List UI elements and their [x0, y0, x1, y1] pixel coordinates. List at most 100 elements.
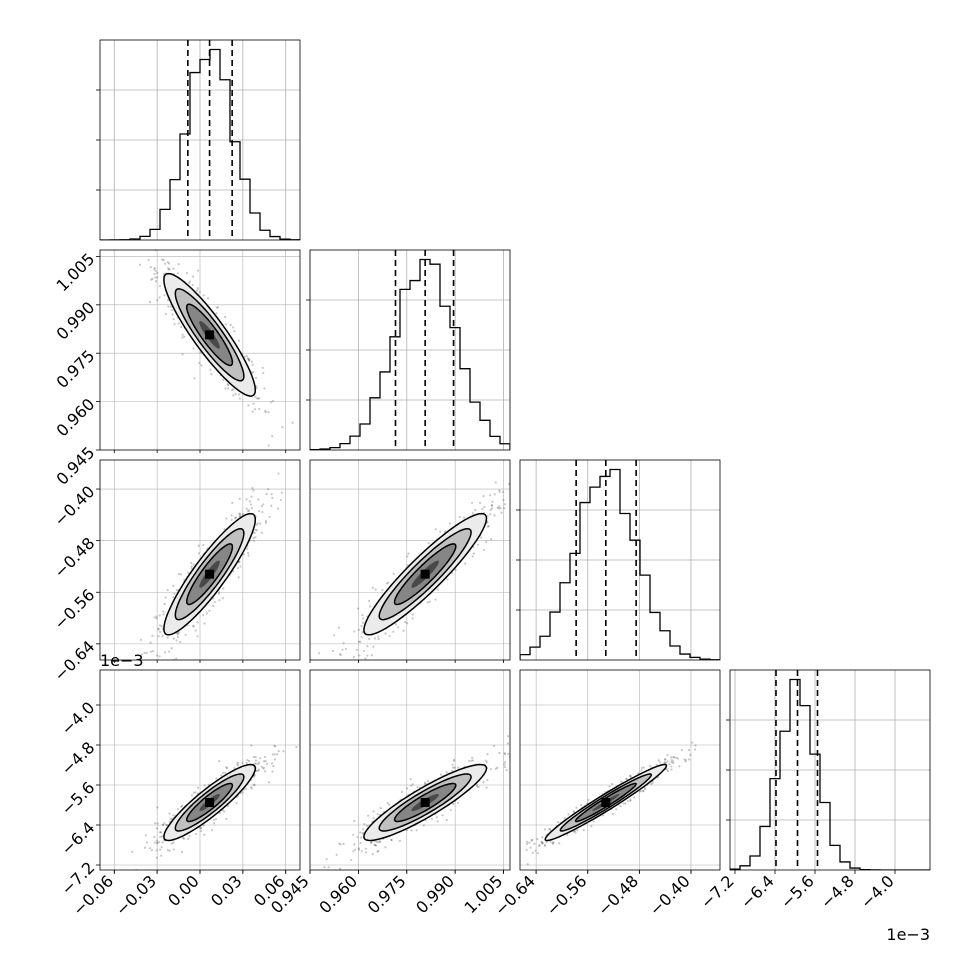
sample-point	[247, 404, 250, 407]
sample-point	[552, 841, 555, 844]
sample-point	[404, 620, 407, 624]
sample-point	[456, 801, 460, 804]
sample-point	[247, 554, 250, 557]
sample-point	[533, 842, 536, 845]
sample-point	[376, 812, 379, 816]
sample-point	[273, 744, 276, 747]
sample-point	[156, 276, 159, 279]
sample-point	[353, 630, 356, 633]
sample-point	[257, 397, 260, 400]
sample-point	[194, 791, 197, 794]
sample-point	[176, 633, 179, 636]
sample-point	[358, 654, 361, 657]
panel-2-1	[309, 459, 511, 678]
sample-point	[592, 820, 595, 823]
sample-point	[224, 771, 227, 775]
sample-point	[266, 488, 270, 491]
sample-point	[359, 831, 362, 834]
sample-point	[175, 657, 178, 660]
sample-point	[415, 829, 418, 832]
sample-point	[276, 753, 279, 756]
sample-point	[273, 758, 277, 761]
sample-point	[203, 622, 206, 625]
sample-point	[341, 648, 344, 651]
sample-point	[162, 258, 165, 262]
sample-point	[245, 354, 248, 358]
sample-point	[370, 841, 373, 844]
sample-point	[508, 482, 510, 485]
sample-point	[216, 306, 219, 309]
sample-point	[250, 360, 253, 363]
sample-point	[454, 568, 457, 571]
sample-point	[195, 289, 198, 292]
sample-point	[158, 831, 162, 834]
sample-point	[230, 518, 233, 522]
sample-point	[626, 799, 630, 803]
sample-point	[672, 760, 675, 763]
sample-point	[334, 676, 336, 678]
sample-point	[212, 822, 216, 825]
sample-point	[131, 850, 134, 853]
x-tick-label: 0.975	[364, 871, 410, 917]
sample-point	[153, 835, 156, 839]
sample-point	[452, 802, 455, 806]
sample-point	[548, 828, 551, 831]
sample-point	[339, 867, 342, 870]
sample-point	[384, 632, 387, 635]
sample-point	[352, 656, 355, 659]
sample-point	[573, 829, 576, 833]
sample-point	[503, 761, 507, 764]
sample-point	[151, 277, 154, 280]
sample-point	[167, 262, 171, 265]
sample-point	[282, 750, 285, 753]
sample-point	[236, 764, 240, 767]
x-tick-label: −0.03	[112, 871, 160, 919]
sample-point	[439, 530, 442, 533]
sample-point	[262, 371, 265, 374]
sample-point	[163, 651, 167, 654]
sample-point	[209, 368, 212, 371]
sample-point	[159, 848, 162, 851]
sample-point	[277, 749, 280, 753]
contour-line	[174, 773, 245, 832]
sample-point	[179, 573, 182, 576]
contour-line	[393, 782, 457, 823]
sample-point	[206, 297, 210, 300]
sample-point	[531, 838, 534, 842]
sample-point	[158, 296, 161, 299]
x-tick-label: 0.990	[412, 871, 458, 917]
sample-point	[177, 263, 180, 266]
sample-point	[507, 752, 510, 756]
sample-point	[666, 760, 669, 763]
sample-point	[224, 323, 227, 326]
sample-point	[173, 592, 176, 596]
sample-point	[280, 451, 282, 453]
sample-point	[485, 761, 488, 764]
sample-point	[379, 806, 382, 810]
sample-point	[272, 765, 275, 768]
sample-point	[449, 808, 452, 812]
sample-point	[181, 336, 184, 339]
sample-point	[202, 824, 205, 827]
sample-point	[235, 802, 238, 805]
sample-point	[475, 784, 479, 787]
sample-point	[441, 814, 444, 817]
sample-point	[369, 842, 372, 845]
sample-point	[499, 507, 502, 510]
contour-line	[185, 303, 234, 367]
sample-point	[557, 821, 560, 824]
sample-point	[200, 364, 203, 367]
sample-point	[146, 841, 149, 844]
panel-frame	[519, 459, 721, 661]
sample-point	[155, 654, 159, 657]
sample-point	[261, 511, 264, 514]
sample-point	[410, 829, 413, 832]
sample-point	[159, 831, 163, 834]
sample-point	[505, 769, 508, 772]
sample-point	[672, 756, 675, 759]
x-tick-label: −4.8	[817, 871, 858, 912]
sample-point	[650, 782, 653, 786]
sample-point	[529, 737, 531, 739]
sample-point	[384, 846, 387, 849]
sample-point	[253, 408, 257, 411]
